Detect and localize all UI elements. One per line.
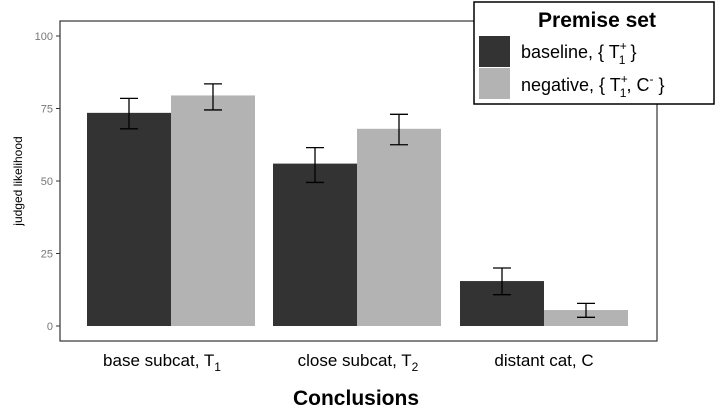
error-bar-baseline-0 bbox=[120, 97, 138, 130]
x-tick-label-1: close subcat, T2 bbox=[298, 351, 419, 374]
x-tick-label-1-sub: 2 bbox=[412, 360, 419, 374]
legend-label-baseline: baseline, { T+ 1 } bbox=[521, 39, 636, 67]
y-tick-label-2: 50 bbox=[41, 176, 53, 188]
x-tick-label-0-main: base subcat, T bbox=[103, 351, 214, 370]
x-tick-label-0-sub: 1 bbox=[214, 360, 221, 374]
svg-text:close subcat, T2: close subcat, T2 bbox=[298, 351, 419, 374]
error-bar-baseline-1 bbox=[306, 146, 324, 184]
bar-baseline-0 bbox=[87, 112, 171, 326]
y-axis: 0 25 50 75 100 bbox=[35, 31, 60, 333]
bar-negative-0 bbox=[171, 95, 255, 326]
error-bar-negative-1 bbox=[390, 113, 408, 146]
error-bar-baseline-2 bbox=[493, 267, 511, 296]
legend-box bbox=[473, 1, 715, 105]
y-axis-title: judged likelihood bbox=[11, 136, 25, 226]
bar-negative-2 bbox=[544, 310, 628, 326]
legend-title: Premise set bbox=[538, 9, 656, 32]
y-tick-label-1: 25 bbox=[41, 249, 53, 261]
y-tick-label-3: 75 bbox=[41, 104, 53, 116]
x-tick-label-0: base subcat, T1 bbox=[103, 351, 221, 374]
svg-text:base subcat, T1: base subcat, T1 bbox=[103, 351, 221, 374]
svg-text:distant cat, C: distant cat, C bbox=[494, 351, 593, 370]
bar-negative-1 bbox=[357, 128, 441, 326]
bars-layer bbox=[87, 95, 628, 326]
x-tick-label-2-main: distant cat, C bbox=[494, 351, 593, 370]
legend: Premise set baseline, { T+ 1 } negative, … bbox=[473, 1, 715, 105]
error-bars-layer bbox=[120, 83, 595, 318]
legend-label-negative: negative, { T+ 1, C- } bbox=[521, 72, 664, 100]
y-tick-label-4: 100 bbox=[35, 31, 53, 43]
x-axis-title: Conclusions bbox=[293, 387, 419, 407]
x-tick-label-2: distant cat, C bbox=[494, 351, 593, 370]
legend-key-negative bbox=[479, 68, 510, 99]
x-tick-label-1-main: close subcat, T bbox=[298, 351, 412, 370]
legend-key-baseline bbox=[479, 36, 510, 67]
error-bar-negative-2 bbox=[577, 302, 595, 318]
bar-baseline-1 bbox=[273, 163, 357, 326]
error-bar-negative-0 bbox=[204, 83, 222, 111]
y-tick-label-0: 0 bbox=[47, 321, 53, 333]
